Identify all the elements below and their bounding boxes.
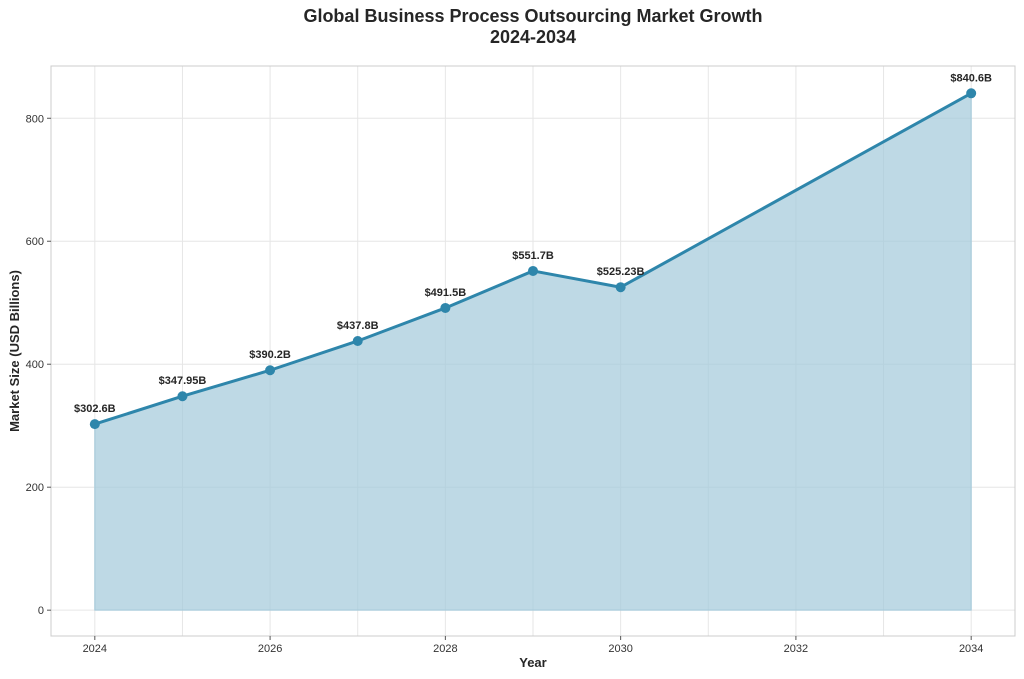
- y-tick-label: 0: [38, 605, 44, 617]
- data-labels: $302.6B $347.95B $390.2B $437.8B $491.5B $551…: [74, 72, 992, 415]
- x-axis-ticks: 2024 2026 2028 2030 2032 2034: [83, 636, 983, 655]
- data-label: $551.7B: [512, 250, 554, 262]
- line-layer: [94, 91, 972, 426]
- data-label: $347.95B: [159, 375, 207, 387]
- chart-title: Global Business Process Outsourcing Mark…: [303, 6, 762, 26]
- x-tick-label: 2030: [608, 643, 632, 655]
- x-tick-label: 2026: [258, 643, 282, 655]
- data-label: $437.8B: [337, 320, 379, 332]
- y-axis-ticks: 0 200 400 600 800: [26, 113, 51, 617]
- x-tick-label: 2028: [433, 643, 457, 655]
- data-label: $840.6B: [950, 72, 992, 84]
- data-label: $302.6B: [74, 403, 116, 415]
- x-axis-label: Year: [519, 655, 546, 670]
- data-label: $390.2B: [249, 349, 291, 361]
- y-tick-label: 800: [26, 113, 44, 125]
- data-points: [89, 88, 977, 430]
- y-tick-label: 600: [26, 236, 44, 248]
- data-point: [966, 88, 977, 99]
- data-point: [265, 365, 276, 376]
- y-tick-label: 200: [26, 482, 44, 494]
- data-label: $525.23B: [597, 266, 645, 278]
- y-axis-label: Market Size (USD Billions): [7, 270, 22, 432]
- y-tick-label: 400: [26, 359, 44, 371]
- x-tick-label: 2034: [959, 643, 983, 655]
- series-line: [94, 91, 972, 426]
- data-point: [528, 265, 538, 276]
- data-point: [440, 302, 451, 313]
- data-point: [177, 391, 188, 402]
- plot-frame: [50, 65, 1016, 637]
- x-tick-label: 2024: [83, 643, 107, 655]
- data-point: [615, 282, 626, 293]
- chart-subtitle: 2024-2034: [490, 27, 576, 47]
- data-point: [89, 419, 100, 430]
- x-tick-label: 2032: [784, 643, 808, 655]
- data-label: $491.5B: [425, 287, 467, 299]
- data-point: [352, 335, 363, 346]
